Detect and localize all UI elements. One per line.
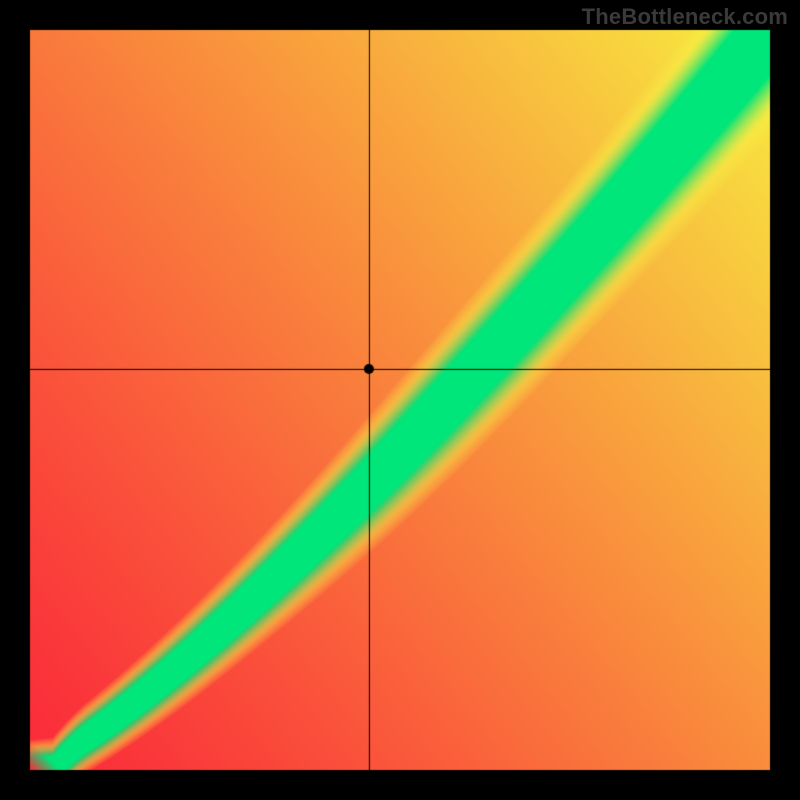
chart-container: TheBottleneck.com xyxy=(0,0,800,800)
heatmap-canvas xyxy=(0,0,800,800)
attribution-label: TheBottleneck.com xyxy=(582,4,788,30)
